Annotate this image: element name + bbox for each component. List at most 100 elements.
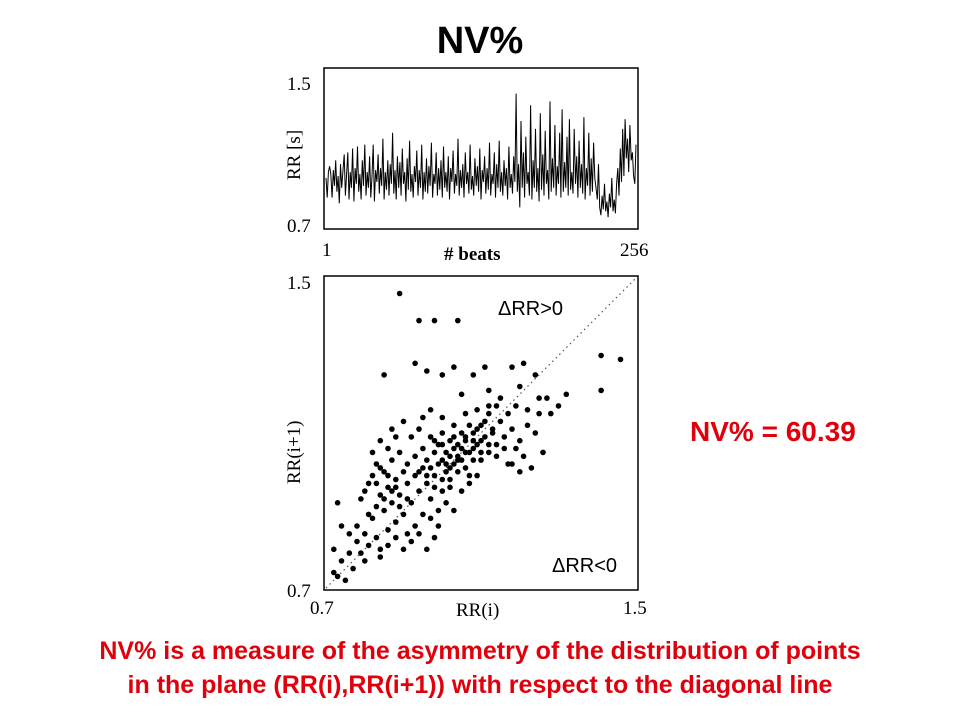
- scatter-point: [373, 461, 380, 467]
- scatter-point: [393, 476, 399, 483]
- scatter-point: [509, 426, 515, 432]
- scatter-point: [455, 441, 461, 448]
- scatter-point: [365, 542, 372, 549]
- sc-xlabel: RR(i): [456, 600, 499, 621]
- scatter-point: [369, 472, 376, 479]
- scatter-point: [458, 488, 465, 494]
- scatter-point: [431, 484, 438, 491]
- scatter-point: [563, 391, 570, 398]
- scatter-point: [396, 503, 403, 510]
- scatter-point: [470, 430, 477, 436]
- scatter-point: [424, 472, 430, 479]
- scatter-point: [447, 453, 453, 460]
- scatter-point: [373, 480, 380, 487]
- scatter-point: [338, 558, 345, 564]
- scatter-point: [381, 469, 387, 475]
- scatter-point: [443, 461, 449, 467]
- scatter-point: [393, 519, 399, 525]
- scatter-point: [548, 410, 554, 417]
- scatter-point: [478, 437, 484, 444]
- scatter-point: [400, 511, 407, 518]
- scatter-point: [393, 484, 399, 491]
- scatter-point: [501, 445, 508, 452]
- scatter-point: [358, 496, 364, 502]
- scatter-point: [354, 523, 360, 529]
- scatter-point: [524, 407, 531, 413]
- scatter-point: [416, 531, 422, 537]
- scatter-point: [435, 507, 442, 514]
- scatter-point: [451, 445, 457, 452]
- scatter-point: [412, 453, 418, 460]
- scatter-point: [458, 391, 465, 398]
- scatter-point: [443, 449, 449, 456]
- scatter-point: [408, 500, 415, 506]
- scatter-point: [466, 449, 473, 456]
- scatter-point: [555, 403, 562, 409]
- scatter-point: [389, 457, 395, 463]
- rr-series-line: [325, 93, 637, 218]
- scatter-point: [482, 418, 488, 425]
- scatter-point: [540, 449, 546, 456]
- diagonal-line: [325, 277, 637, 589]
- scatter-point: [404, 496, 411, 502]
- scatter-point: [350, 565, 356, 572]
- scatter-point: [505, 410, 511, 417]
- scatter-point: [497, 395, 504, 401]
- scatter-point: [346, 531, 353, 537]
- scatter-point: [443, 469, 449, 475]
- scatter-point: [408, 434, 415, 440]
- scatter-point: [439, 488, 446, 494]
- scatter-point: [451, 422, 457, 429]
- scatter-point: [389, 500, 395, 506]
- scatter-point: [486, 387, 492, 394]
- scatter-point: [396, 449, 403, 456]
- scatter-point: [420, 511, 426, 518]
- scatter-point: [458, 445, 465, 452]
- scatter-point: [396, 492, 403, 498]
- scatter-point: [451, 364, 457, 370]
- scatter-point: [412, 360, 418, 367]
- scatter-point: [493, 453, 500, 460]
- scatter-point: [462, 410, 469, 417]
- scatter-point: [509, 461, 515, 467]
- scatter-point: [369, 449, 376, 456]
- scatter-point: [447, 484, 453, 491]
- scatter-point: [617, 356, 624, 363]
- scatter-point: [447, 465, 453, 471]
- scatter-point: [342, 577, 349, 584]
- scatter-point: [362, 488, 368, 494]
- caption-line-1: NV% is a measure of the asymmetry of the…: [99, 637, 861, 665]
- timeseries-frame: [323, 67, 639, 230]
- scatter-point: [416, 469, 422, 475]
- scatter-point: [373, 503, 380, 510]
- sc-ytick-bottom: 0.7: [287, 581, 311, 602]
- scatter-point: [377, 465, 384, 471]
- scatter-point: [373, 534, 380, 541]
- scatter-point: [416, 317, 422, 324]
- nv-value-label: NV% = 60.39: [690, 416, 856, 447]
- scatter-point: [513, 403, 519, 409]
- scatter-point: [385, 484, 391, 491]
- scatter-point: [393, 434, 399, 440]
- scatter-point: [424, 546, 430, 553]
- scatter-point: [478, 449, 484, 456]
- scatter-point: [354, 538, 360, 545]
- scatter-point: [532, 430, 539, 436]
- scatter-point: [482, 434, 488, 440]
- scatter-point: [346, 550, 353, 556]
- scatter-point: [331, 569, 337, 576]
- ts-ytick-bottom: 0.7: [287, 216, 311, 237]
- scatter-point: [439, 372, 446, 378]
- scatter-point: [424, 368, 430, 374]
- scatter-point: [447, 476, 453, 483]
- scatter-point: [520, 360, 527, 367]
- scatter-point: [420, 445, 426, 452]
- scatter-point: [393, 534, 399, 541]
- scatter-point: [358, 550, 364, 556]
- scatter-point: [365, 511, 372, 518]
- scatter-point: [462, 465, 469, 471]
- ts-ytick-top: 1.5: [287, 74, 311, 95]
- scatter-point: [509, 364, 515, 370]
- scatter-point: [385, 472, 391, 479]
- scatter-point: [362, 531, 368, 537]
